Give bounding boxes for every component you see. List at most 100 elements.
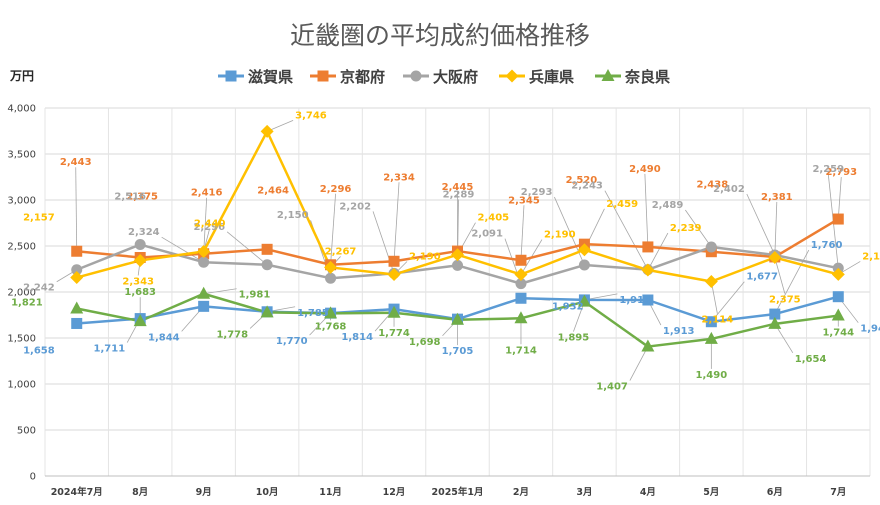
- marker-1-0: [71, 245, 83, 257]
- data-label-1-12: 2,793: [825, 167, 857, 178]
- marker-3-0: [70, 271, 84, 285]
- marker-3-4: [324, 260, 338, 274]
- data-label-0-10: 1,677: [746, 272, 778, 283]
- data-label-0-9: 1,913: [663, 326, 695, 337]
- marker-4-1: [133, 314, 147, 327]
- data-label-1-9: 2,490: [629, 164, 661, 175]
- data-label-0-2: 1,844: [148, 332, 180, 343]
- data-label-2-8: 2,293: [521, 187, 553, 198]
- marker-1-12: [832, 213, 844, 225]
- marker-4-2: [197, 286, 211, 299]
- data-label-4-8: 1,895: [558, 333, 590, 344]
- leader-4-2: [203, 288, 237, 295]
- y-axis-unit: 万円: [9, 69, 34, 83]
- marker-4-12: [831, 308, 845, 321]
- data-label-2-3: 2,296: [193, 222, 225, 233]
- data-label-0-12: 1,949: [860, 324, 880, 335]
- y-axis-ticks: 0 500 1,000 1,500 2,000 2,500 3,000 3,500 4,000: [7, 104, 36, 483]
- leader-1-2: [203, 197, 208, 254]
- y-tick-label-7: 3,500: [7, 150, 36, 161]
- legend-label-4: 奈良県: [624, 68, 670, 86]
- data-label-1-0: 2,443: [60, 157, 92, 168]
- data-label-4-5: 1,774: [378, 328, 410, 339]
- legend-marker-0: [225, 70, 237, 82]
- marker-4-10: [704, 331, 718, 344]
- x-axis-ticks: 2024年7月 8月 9月 10月 11月 12月 2025年1月 2月 3月 4月 5月 6月 7月: [51, 486, 847, 498]
- data-label-2-6: 2,289: [443, 189, 475, 200]
- leader-1-4: [330, 193, 336, 265]
- marker-3-3: [260, 124, 274, 138]
- marker-3-10: [704, 275, 718, 289]
- marker-1-3: [261, 243, 273, 255]
- data-label-0-3: 1,785: [297, 308, 329, 319]
- x-tick-label-0: 2024年7月: [51, 486, 103, 498]
- data-label-3-0: 2,157: [23, 213, 55, 224]
- x-tick-label-7: 2月: [513, 487, 529, 498]
- legend-marker-3: [505, 69, 519, 83]
- marker-2-1: [134, 239, 146, 251]
- marker-0-7: [515, 292, 527, 304]
- gridlines: [44, 107, 871, 477]
- data-label-3-5: 2,190: [409, 252, 441, 263]
- data-label-2-1: 2,516: [114, 192, 146, 203]
- marker-3-5: [387, 268, 401, 282]
- legend: 滋賀県 京都府 大阪府 兵庫県 奈良県: [218, 68, 670, 86]
- data-label-4-0: 1,821: [11, 297, 43, 308]
- leader-1-11: [774, 201, 778, 257]
- marker-3-1: [133, 253, 147, 267]
- data-label-2-12: 2,259: [812, 164, 844, 175]
- data-label-0-1: 1,711: [94, 344, 126, 355]
- data-label-0-7: 1,932: [552, 301, 584, 312]
- leader-3-11: [774, 257, 786, 294]
- x-tick-label-12: 7月: [830, 487, 846, 498]
- marker-3-11: [768, 251, 782, 264]
- marker-4-11: [768, 316, 782, 329]
- data-label-3-3: 3,746: [295, 110, 327, 121]
- leader-2-8: [554, 196, 585, 266]
- x-tick-label-2: 9月: [196, 487, 212, 498]
- y-tick-label-8: 4,000: [7, 104, 36, 115]
- data-label-0-6: 1,705: [442, 346, 474, 357]
- y-tick-label-5: 2,500: [7, 242, 36, 253]
- marker-3-9: [641, 263, 655, 277]
- marker-0-12: [832, 291, 844, 303]
- data-label-2-2: 2,324: [128, 227, 160, 238]
- marker-3-6: [451, 248, 464, 262]
- x-tick-label-3: 10月: [256, 487, 279, 498]
- leader-1-0: [75, 167, 78, 252]
- data-label-0-8: 1,914: [619, 295, 651, 306]
- x-tick-label-8: 3月: [576, 487, 592, 498]
- marker-2-8: [578, 259, 590, 271]
- marker-0-2: [198, 300, 210, 312]
- data-label-3-8: 2,459: [606, 199, 638, 210]
- data-label-0-4: 1,770: [276, 336, 308, 347]
- data-label-3-6: 2,405: [478, 213, 510, 224]
- leader-3-9: [647, 232, 669, 271]
- marker-4-7: [514, 311, 528, 324]
- marker-2-2: [198, 256, 210, 268]
- leader-0-10: [711, 281, 745, 322]
- marker-1-5: [388, 255, 400, 267]
- data-label-3-7: 2,190: [544, 230, 576, 241]
- leader-2-10: [685, 209, 712, 248]
- y-tick-label-1: 500: [17, 426, 36, 437]
- marker-2-0: [71, 264, 83, 276]
- data-label-1-11: 2,381: [761, 192, 793, 203]
- marker-4-4: [324, 306, 338, 319]
- data-label-0-0: 1,658: [23, 345, 55, 356]
- x-tick-label-1: 8月: [132, 487, 148, 498]
- y-tick-label-3: 1,500: [7, 334, 36, 345]
- y-tick-label-6: 3,000: [7, 196, 36, 207]
- marker-4-6: [451, 312, 464, 325]
- marker-2-4: [325, 272, 337, 284]
- y-tick-label-2: 1,000: [7, 380, 36, 391]
- marker-0-0: [71, 317, 83, 329]
- data-label-1-7: 2,345: [508, 195, 540, 206]
- data-label-4-11: 1,654: [795, 354, 827, 365]
- y-tick-label-4: 2,000: [7, 288, 36, 299]
- legend-marker-4: [601, 69, 615, 81]
- leader-2-2: [161, 236, 204, 263]
- leader-1-7: [520, 205, 525, 261]
- marker-4-9: [641, 339, 655, 352]
